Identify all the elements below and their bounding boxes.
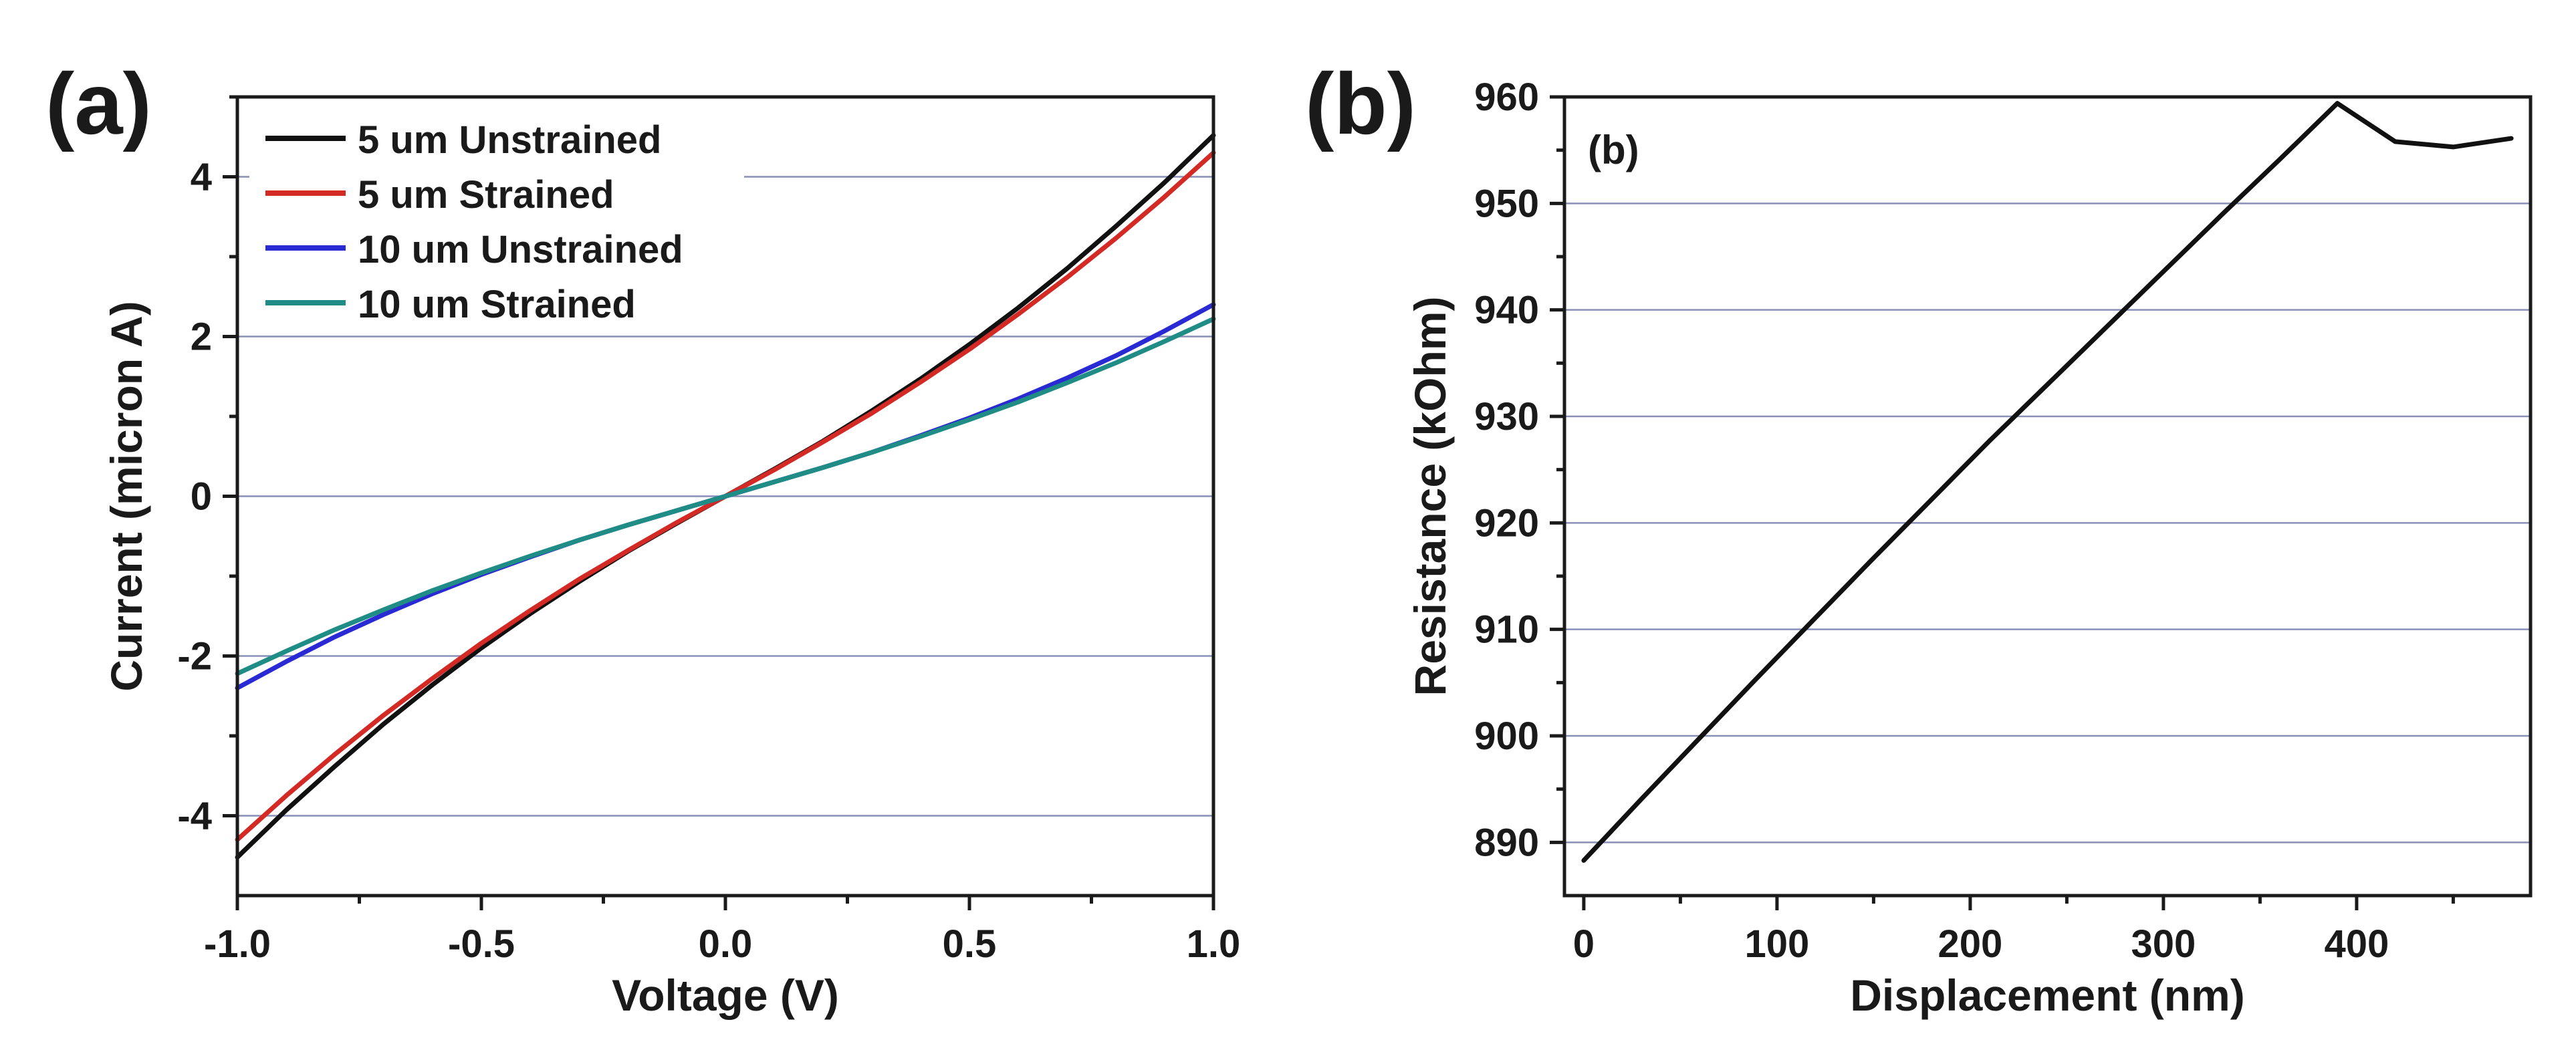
a-y-tick-label-4: 4 <box>191 156 212 199</box>
chart-a-iv-curves: -1.0 -0.5 0.0 0.5 1.0 -4 -2 0 2 4 5 um Unstrained… <box>102 95 1241 1020</box>
a-y-tick-label-2: 0 <box>191 475 212 519</box>
b-y-tick-label-7: 960 <box>1474 76 1539 119</box>
chart-a-legend-box <box>249 109 744 330</box>
a-series-3 <box>235 316 1216 676</box>
a-x-tick-label-3: 0.5 <box>943 922 997 966</box>
chart-a-series-group <box>235 132 1216 860</box>
chart-b-gridlines <box>1564 203 2531 843</box>
a-x-tick-label-0: -1.0 <box>204 922 271 966</box>
chart-b-y-axis-label: Resistance (kOhm) <box>1405 297 1455 696</box>
a-y-tick-label-0: -4 <box>177 795 212 838</box>
chart-b-series-group <box>1581 101 2514 863</box>
b-x-tick-label-1: 100 <box>1745 922 1810 966</box>
chart-b-plot-frame <box>1562 95 2533 898</box>
b-y-tick-label-0: 890 <box>1474 821 1539 864</box>
legend-label-0: 5 um Unstrained <box>358 118 661 162</box>
legend-label-1: 5 um Strained <box>358 173 614 217</box>
chart-b-annotation: (b) <box>1588 128 1639 172</box>
b-y-tick-label-5: 940 <box>1474 289 1539 332</box>
a-x-tick-label-2: 0.0 <box>699 922 753 966</box>
legend-label-2: 10 um Unstrained <box>358 228 683 271</box>
chart-a-ticks: -1.0 -0.5 0.0 0.5 1.0 -4 -2 0 2 4 <box>177 95 1241 966</box>
legend-label-3: 10 um Strained <box>358 283 636 326</box>
a-y-tick-label-3: 2 <box>191 315 212 359</box>
chart-b-ticks: 0 100 200 300 400 890 900 910 920 930 940 950 960 <box>1474 76 2455 966</box>
panel-label-b: (b) <box>1305 55 1416 152</box>
chart-b-x-axis-label: Displacement (nm) <box>1850 970 2244 1020</box>
a-x-tick-label-1: -0.5 <box>448 922 515 966</box>
chart-a-y-axis-label: Current (micron A) <box>102 301 151 691</box>
b-y-tick-label-4: 930 <box>1474 395 1539 438</box>
b-x-tick-label-2: 200 <box>1938 922 2003 966</box>
panel-label-a: (a) <box>45 55 152 152</box>
a-x-tick-label-4: 1.0 <box>1187 922 1241 966</box>
b-x-tick-label-0: 0 <box>1573 922 1595 966</box>
a-y-tick-label-1: -2 <box>177 635 212 678</box>
b-y-tick-label-1: 900 <box>1474 714 1539 758</box>
chart-a-legend: 5 um Unstrained 5 um Strained 10 um Unstra… <box>249 109 744 330</box>
chart-a-x-axis-label: Voltage (V) <box>612 970 839 1020</box>
b-y-tick-label-6: 950 <box>1474 182 1539 225</box>
chart-b-resistance: 0 100 200 300 400 890 900 910 920 930 940 950 960 (b… <box>1405 76 2533 1020</box>
b-x-tick-label-3: 300 <box>2131 922 2196 966</box>
b-x-tick-label-4: 400 <box>2325 922 2389 966</box>
b-y-tick-label-2: 910 <box>1474 608 1539 652</box>
b-series-0 <box>1581 101 2514 863</box>
b-y-tick-label-3: 920 <box>1474 501 1539 545</box>
